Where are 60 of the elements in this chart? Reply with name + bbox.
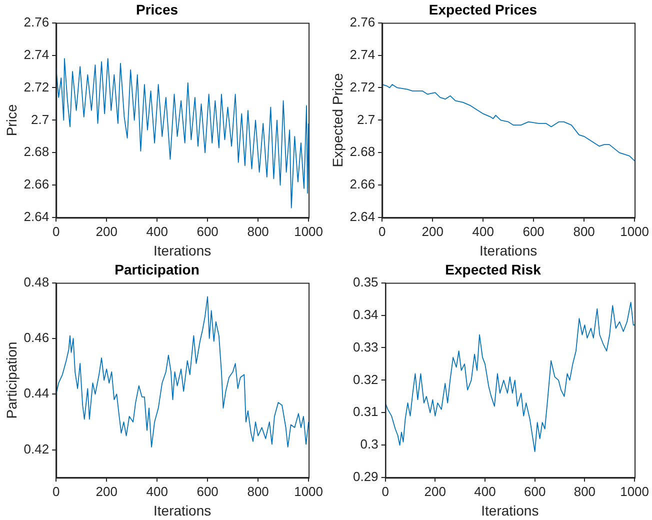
y-tick-label: 2.68 [24,144,50,160]
y-tick-label: 2.74 [24,46,50,62]
y-tick-label: 0.32 [352,372,378,387]
x-tick-label: 400 [474,484,496,499]
y-tick-label: 0.48 [24,274,50,290]
y-tick-label: 2.66 [350,176,376,192]
y-tick-label: 2.76 [350,14,376,30]
x-tick-label: 800 [573,224,595,239]
x-tick-label: 600 [524,484,546,499]
y-axis-title: Price [3,104,20,136]
y-axis-title: Expected Price [329,72,346,168]
x-axis-title: Iterations [480,242,538,258]
y-tick-label: 0.3 [360,436,378,452]
x-tick-label: 1000 [294,484,323,499]
x-tick-label: 200 [422,224,444,239]
y-tick-label: 2.64 [24,209,50,224]
x-tick-label: 1000 [620,484,649,499]
y-tick-label: 2.68 [350,144,376,160]
x-tick-label: 800 [574,484,596,499]
x-tick-label: 0 [378,224,386,239]
y-tick-label: 0.44 [24,386,50,401]
x-tick-label: 800 [247,224,269,239]
x-tick-label: 1000 [294,224,323,239]
y-tick-label: 2.7 [31,112,50,127]
x-tick-label: 200 [96,484,118,499]
x-tick-label: 800 [247,484,269,499]
chart-title: Participation [114,261,200,278]
y-tick-label: 0.31 [352,404,378,420]
y-tick-label: 0.42 [24,441,50,456]
x-tick-label: 1000 [620,224,649,239]
y-tick-label: 0.46 [24,330,50,346]
x-tick-label: 0 [52,484,60,499]
x-tick-label: 0 [382,484,389,499]
x-tick-label: 200 [424,484,446,499]
x-axis-title: Iterations [154,502,212,518]
y-tick-label: 0.29 [352,469,378,484]
y-tick-label: 2.66 [24,176,50,192]
x-tick-label: 600 [196,484,218,499]
y-tick-label: 2.72 [350,79,376,94]
chart-title: Expected Prices [428,1,538,18]
x-tick-label: 0 [52,224,60,239]
y-tick-label: 2.7 [357,112,376,127]
x-tick-label: 400 [146,224,168,239]
x-tick-label: 400 [146,484,168,499]
x-tick-label: 600 [196,224,218,239]
y-axis-title: Participation [3,342,20,419]
y-tick-label: 0.34 [352,306,378,322]
y-tick-label: 2.72 [24,79,50,94]
x-tick-label: 400 [472,224,494,239]
y-tick-label: 0.33 [352,339,378,354]
chart-title: Expected Risk [445,261,542,278]
chart-title: Prices [136,1,178,18]
x-tick-label: 200 [96,224,118,239]
x-tick-label: 600 [522,224,544,239]
x-axis-title: Iterations [481,502,539,518]
y-tick-label: 2.76 [24,14,50,30]
x-axis-title: Iterations [154,242,212,258]
y-tick-label: 0.35 [352,274,378,290]
y-tick-label: 2.64 [350,209,376,224]
y-tick-label: 2.74 [350,46,376,62]
